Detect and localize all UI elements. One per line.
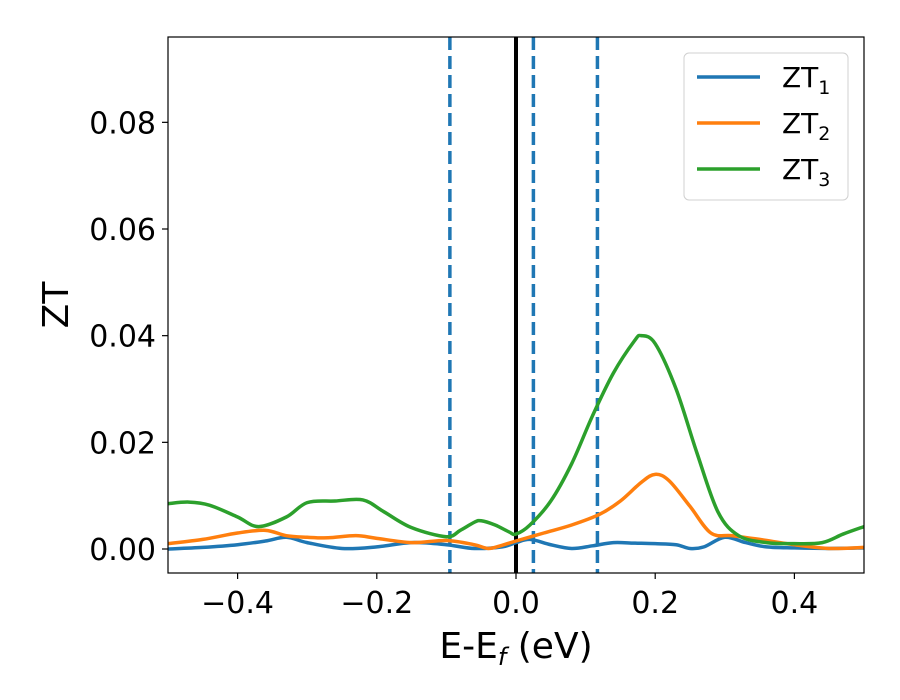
x-tick-label: −0.4 (201, 586, 274, 621)
y-axis-label: ZT (36, 281, 77, 329)
vertical-lines (448, 37, 600, 573)
legend-box (683, 52, 849, 201)
y-tick-label: 0.06 (89, 213, 156, 248)
y-axis-ticks: 0.00 0.02 0.04 0.06 0.08 (89, 106, 168, 568)
x-axis-ticks: −0.4 −0.2 0.0 0.2 0.4 (201, 573, 818, 621)
legend-label-zt2: ZT2 (782, 107, 830, 145)
series-layer (168, 333, 864, 551)
series-line-zt2 (168, 472, 864, 551)
x-tick-label: −0.2 (340, 586, 413, 621)
x-axis-label-unit: (eV) (506, 626, 592, 667)
x-tick-label: 0.2 (631, 586, 679, 621)
x-tick-label: 0.0 (492, 586, 540, 621)
x-axis-label: E-Ef (eV) (439, 626, 592, 671)
x-tick-label: 0.4 (771, 586, 819, 621)
legend-label-zt1: ZT1 (782, 61, 830, 99)
series-line-zt3 (168, 333, 864, 546)
series-line-zt1 (168, 535, 864, 551)
y-tick-label: 0.04 (89, 320, 156, 355)
legend-label-zt3: ZT3 (782, 153, 830, 191)
x-axis-label-main: E-E (439, 626, 497, 667)
legend: ZT1 ZT2 ZT3 (683, 52, 849, 201)
y-tick-label: 0.08 (89, 106, 156, 141)
y-tick-label: 0.00 (89, 533, 156, 568)
y-tick-label: 0.02 (89, 426, 156, 461)
